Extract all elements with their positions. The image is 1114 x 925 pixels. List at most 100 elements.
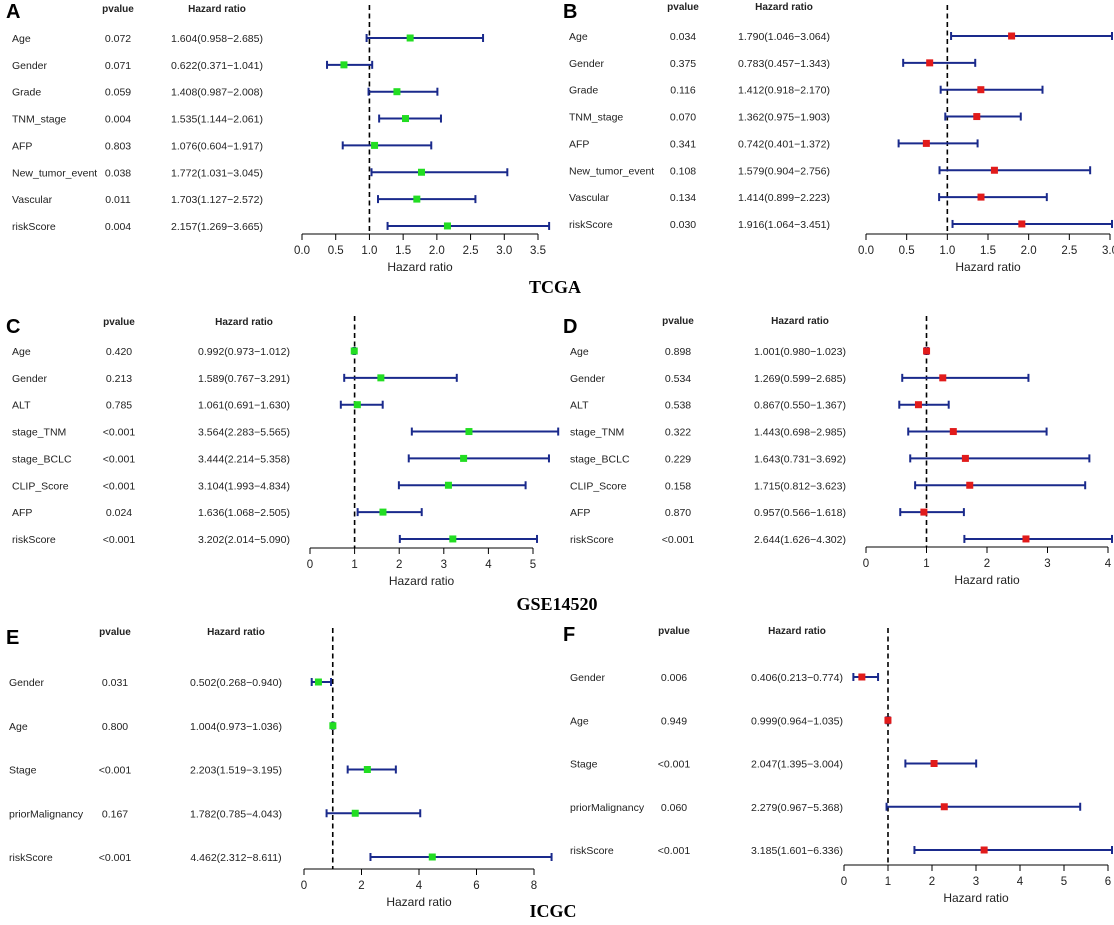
row-pvalue: <0.001 <box>658 845 691 857</box>
x-axis-tick-label: 0 <box>841 876 847 888</box>
row-pvalue: 0.030 <box>670 219 696 231</box>
row-hazard-ratio-text: 1.636(1.068−2.505) <box>198 507 290 519</box>
row-pvalue: 0.060 <box>661 802 687 814</box>
row-hazard-ratio-text: 1.782(0.785−4.043) <box>190 808 282 820</box>
group-label-icgc: ICGC <box>529 901 576 921</box>
row-pvalue: <0.001 <box>658 759 691 771</box>
row-label: New_tumor_event <box>569 165 654 177</box>
row-pvalue: 0.024 <box>106 507 132 519</box>
panel-letter-e: E <box>6 627 19 649</box>
hazard-ratio-marker <box>413 195 421 203</box>
row-hazard-ratio-text: 1.535(1.144−2.061) <box>171 114 263 126</box>
row-hazard-ratio-text: 3.202(2.014−5.090) <box>198 534 290 546</box>
row-hazard-ratio-text: 0.999(0.964−1.035) <box>751 715 843 727</box>
table-row: AFP 0.024 1.636(1.068−2.505) <box>12 507 423 519</box>
row-label: riskScore <box>12 534 56 546</box>
x-axis-tick-label: 4 <box>1105 558 1112 570</box>
row-label: priorMalignancy <box>570 802 645 814</box>
row-pvalue: 0.229 <box>665 453 691 465</box>
row-pvalue: 0.803 <box>105 140 131 152</box>
row-label: Grade <box>569 85 598 97</box>
hazard-ratio-marker <box>961 454 969 462</box>
table-row: Age 0.034 1.790(1.046−3.064) <box>569 31 1113 43</box>
row-hazard-ratio-text: 1.362(0.975−1.903) <box>738 112 830 124</box>
row-pvalue: <0.001 <box>99 765 132 777</box>
row-label: Gender <box>12 60 48 72</box>
row-hazard-ratio-text: 1.414(0.899−2.223) <box>738 192 830 204</box>
row-label: Vascular <box>569 192 610 204</box>
hazard-ratio-marker <box>371 141 379 149</box>
x-axis-tick-label: 4 <box>485 559 492 571</box>
row-hazard-ratio-text: 1.004(0.973−1.036) <box>190 721 282 733</box>
x-axis-tick-label: 1.0 <box>361 245 377 257</box>
x-axis-tick-label: 2.0 <box>429 245 445 257</box>
row-label: Gender <box>12 373 48 385</box>
hazard-ratio-marker <box>460 454 468 462</box>
table-row: Gender 0.375 0.783(0.457−1.343) <box>569 58 977 70</box>
row-pvalue: <0.001 <box>103 427 136 439</box>
row-label: Age <box>570 346 589 358</box>
row-label: Age <box>9 721 28 733</box>
x-axis-title: Hazard ratio <box>389 574 455 588</box>
table-row: AFP 0.341 0.742(0.401−1.372) <box>569 138 979 150</box>
row-label: Gender <box>569 58 605 70</box>
row-hazard-ratio-text: 0.783(0.457−1.343) <box>738 58 830 70</box>
row-pvalue: 0.034 <box>670 31 696 43</box>
hazard-ratio-marker <box>977 193 985 201</box>
hazard-ratio-marker <box>465 428 473 436</box>
x-axis-tick-label: 4 <box>416 880 423 892</box>
header-hazard-ratio: Hazard ratio <box>207 627 265 638</box>
row-pvalue: 0.213 <box>106 373 132 385</box>
row-label: Vascular <box>12 194 53 206</box>
hazard-ratio-marker <box>377 374 385 382</box>
row-hazard-ratio-text: 3.104(1.993−4.834) <box>198 480 290 492</box>
table-row: Grade 0.059 1.408(0.987−2.008) <box>12 87 439 99</box>
x-axis-tick-label: 3.5 <box>530 245 546 257</box>
table-row: Stage <0.001 2.047(1.395−3.004) <box>570 759 978 771</box>
row-pvalue: 0.534 <box>665 373 691 385</box>
row-pvalue: 0.870 <box>665 507 691 519</box>
x-axis-tick-label: 2 <box>984 558 990 570</box>
hazard-ratio-marker <box>402 115 410 123</box>
row-pvalue: 0.006 <box>661 672 687 684</box>
header-hazard-ratio: Hazard ratio <box>768 626 826 637</box>
hazard-ratio-marker <box>922 139 930 147</box>
hazard-ratio-marker <box>920 508 928 516</box>
x-axis-tick-label: 6 <box>1105 876 1111 888</box>
row-hazard-ratio-text: 1.061(0.691−1.630) <box>198 400 290 412</box>
x-axis-tick-label: 4 <box>1017 876 1024 888</box>
row-hazard-ratio-text: 1.604(0.958−2.685) <box>171 33 263 45</box>
row-label: stage_BCLC <box>12 453 72 465</box>
table-row: Age 0.800 1.004(0.973−1.036) <box>9 721 337 733</box>
row-hazard-ratio-text: 1.076(0.604−1.917) <box>171 140 263 152</box>
row-pvalue: <0.001 <box>103 453 136 465</box>
x-axis-tick-label: 0.0 <box>294 245 310 257</box>
row-pvalue: 0.004 <box>105 114 131 126</box>
row-pvalue: 0.158 <box>665 480 691 492</box>
x-axis-tick-label: 0.0 <box>858 245 874 257</box>
row-hazard-ratio-text: 2.203(1.519−3.195) <box>190 765 282 777</box>
x-axis-tick-label: 6 <box>473 880 479 892</box>
row-pvalue: <0.001 <box>662 534 695 546</box>
row-label: stage_TNM <box>12 427 66 439</box>
row-hazard-ratio-text: 0.992(0.973−1.012) <box>198 346 290 358</box>
row-hazard-ratio-text: 3.185(1.601−6.336) <box>751 845 843 857</box>
header-hazard-ratio: Hazard ratio <box>215 317 273 328</box>
x-axis-tick-label: 3 <box>1044 558 1050 570</box>
x-axis-tick-label: 3 <box>441 559 447 571</box>
row-label: stage_TNM <box>570 427 624 439</box>
hazard-ratio-marker <box>1022 535 1030 543</box>
row-hazard-ratio-text: 1.703(1.127−2.572) <box>171 194 263 206</box>
table-row: New_tumor_event 0.038 1.772(1.031−3.045) <box>12 167 509 179</box>
table-row: Age 0.420 0.992(0.973−1.012) <box>12 346 358 358</box>
hazard-ratio-marker <box>930 760 938 767</box>
x-axis: 0 1 2 3 4 Hazard ratio <box>863 546 1112 587</box>
hazard-ratio-marker <box>329 722 337 730</box>
row-label: TNM_stage <box>12 114 66 126</box>
panel-letter-c: C <box>6 316 20 338</box>
x-axis-tick-label: 5 <box>1061 876 1067 888</box>
row-label: Age <box>12 33 31 45</box>
